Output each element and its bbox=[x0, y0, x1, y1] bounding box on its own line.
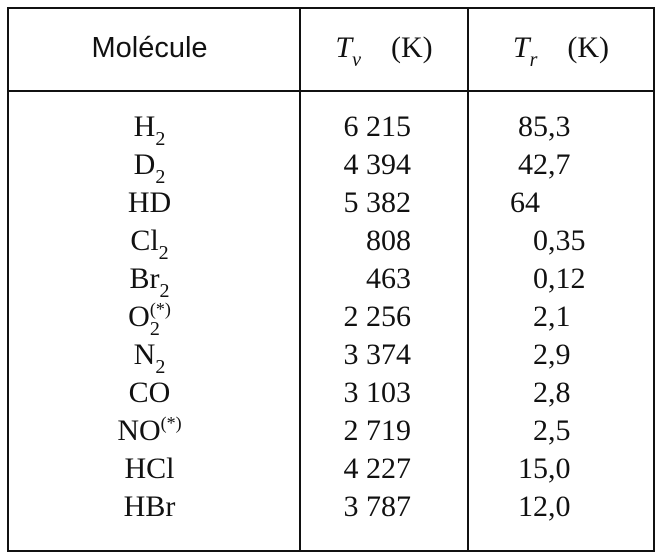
column-rule bbox=[299, 7, 301, 552]
header-cell: Molécule bbox=[0, 30, 299, 66]
tv-value: 3 374 bbox=[343, 338, 412, 371]
molecule-name: O bbox=[128, 300, 150, 333]
molecule-subscript: 2 bbox=[158, 242, 169, 264]
tv-cell: 3 787 bbox=[301, 489, 412, 525]
molecule-cell: D2 bbox=[0, 147, 299, 188]
header-cell: Tv (K) bbox=[301, 30, 467, 71]
header-symbol: T bbox=[335, 31, 353, 64]
tv-cell: 5 382 bbox=[301, 185, 412, 221]
tv-value: 463 bbox=[366, 262, 411, 295]
tv-cell: 4 227 bbox=[301, 451, 412, 487]
tr-cell: 85,3 bbox=[518, 109, 571, 145]
molecule-cell: CO bbox=[0, 375, 299, 411]
header-subscript: r bbox=[529, 49, 538, 71]
tv-value: 2 256 bbox=[343, 300, 412, 333]
tr-value: 0,35 bbox=[533, 224, 586, 257]
tr-value: 0,12 bbox=[533, 262, 586, 295]
molecule-name: HBr bbox=[123, 490, 176, 523]
molecule-cell: NO(*) bbox=[0, 413, 299, 452]
tr-cell: 2,5 bbox=[533, 413, 571, 449]
tv-cell: 2 256 bbox=[301, 299, 412, 335]
tr-cell: 2,1 bbox=[533, 299, 571, 335]
header-subscript: v bbox=[352, 49, 361, 71]
molecule-name: N bbox=[133, 338, 156, 371]
molecule-cell: N2 bbox=[0, 337, 299, 378]
tr-cell: 0,12 bbox=[533, 261, 586, 297]
tv-value: 808 bbox=[366, 224, 411, 257]
molecule-cell: HD bbox=[0, 185, 299, 221]
header-symbol: T bbox=[512, 31, 530, 64]
tr-value: 12,0 bbox=[518, 490, 571, 523]
molecule-cell: H2 bbox=[0, 109, 299, 150]
header-rule bbox=[7, 90, 655, 92]
tr-value: 15,0 bbox=[518, 452, 571, 485]
tv-value: 4 394 bbox=[343, 148, 412, 181]
molecule-name: NO bbox=[117, 414, 161, 447]
molecule-name: HCl bbox=[124, 452, 175, 485]
tr-cell: 12,0 bbox=[518, 489, 571, 525]
column-rule bbox=[467, 7, 469, 552]
tv-cell: 808 bbox=[301, 223, 411, 259]
molecule-cell: O2(*) bbox=[0, 299, 299, 340]
tr-value: 2,1 bbox=[533, 300, 571, 333]
tr-cell: 64 bbox=[510, 185, 540, 221]
molecule-subscript: 2 bbox=[155, 356, 166, 378]
molecule-cell: Br2 bbox=[0, 261, 299, 302]
molecule-subscript: 2 bbox=[149, 318, 160, 340]
molecule-name: CO bbox=[128, 376, 171, 409]
molecule-cell: HCl bbox=[0, 451, 299, 487]
tv-cell: 6 215 bbox=[301, 109, 412, 145]
molecule-name: D bbox=[133, 148, 156, 181]
header-unit: (K) bbox=[567, 31, 610, 64]
molecule-name: H bbox=[133, 110, 156, 143]
tv-value: 2 719 bbox=[343, 414, 412, 447]
tr-value: 2,5 bbox=[533, 414, 571, 447]
molecule-cell: Cl2 bbox=[0, 223, 299, 264]
tr-value: 85,3 bbox=[518, 110, 571, 143]
tr-value: 2,8 bbox=[533, 376, 571, 409]
header-text: Molécule bbox=[91, 32, 208, 64]
tv-value: 6 215 bbox=[343, 110, 412, 143]
tv-cell: 3 374 bbox=[301, 337, 412, 373]
molecule-name: Cl bbox=[130, 224, 159, 257]
header-cell: Tr (K) bbox=[469, 30, 653, 71]
molecule-superscript: (*) bbox=[160, 413, 182, 433]
tr-value: 2,9 bbox=[533, 338, 571, 371]
tr-cell: 0,35 bbox=[533, 223, 586, 259]
molecule-superscript: (*) bbox=[149, 299, 171, 319]
tv-cell: 463 bbox=[301, 261, 411, 297]
tv-cell: 3 103 bbox=[301, 375, 412, 411]
molecule-name: Br bbox=[129, 262, 160, 295]
table-border bbox=[7, 7, 655, 552]
tr-cell: 42,7 bbox=[518, 147, 571, 183]
tv-value: 3 787 bbox=[343, 490, 412, 523]
tv-value: 3 103 bbox=[343, 376, 412, 409]
tr-value: 64 bbox=[510, 186, 540, 219]
molecule-subscript: 2 bbox=[159, 280, 170, 302]
molecule-subscript: 2 bbox=[155, 166, 166, 188]
tv-value: 5 382 bbox=[343, 186, 412, 219]
header-unit: (K) bbox=[390, 31, 433, 64]
tr-cell: 2,8 bbox=[533, 375, 571, 411]
molecule-name: HD bbox=[127, 186, 172, 219]
tr-value: 42,7 bbox=[518, 148, 571, 181]
molecule-subscript: 2 bbox=[155, 128, 166, 150]
tv-value: 4 227 bbox=[343, 452, 412, 485]
tv-cell: 2 719 bbox=[301, 413, 412, 449]
tr-cell: 2,9 bbox=[533, 337, 571, 373]
tv-cell: 4 394 bbox=[301, 147, 412, 183]
tr-cell: 15,0 bbox=[518, 451, 571, 487]
molecule-cell: HBr bbox=[0, 489, 299, 525]
